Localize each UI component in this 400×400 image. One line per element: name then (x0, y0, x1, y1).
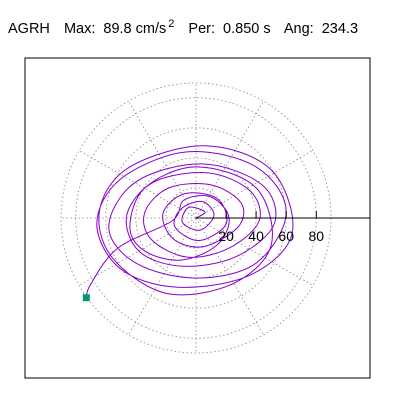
end-marker-group (82, 294, 90, 302)
period-label: Per: (188, 21, 215, 37)
max-value-number: 89.8 cm/s (103, 21, 167, 37)
radial-tick-label-80: 80 (309, 228, 325, 244)
grid-spoke-60 (195, 100, 264, 219)
radial-axis: 20 40 60 80 (196, 211, 370, 244)
grid-spoke-210 (78, 217, 197, 286)
grid-spoke-240 (128, 217, 197, 336)
period-value: 0.850 s (223, 21, 271, 37)
max-value: 89.8 cm/s 2 (103, 18, 175, 37)
chart-title: AGRH Max: 89.8 cm/s 2 Per: 0.850 s Ang: 2… (8, 18, 368, 37)
max-value-exponent: 2 (168, 18, 175, 30)
grid-spoke-150 (78, 150, 197, 219)
particle-motion-trace (85, 145, 294, 298)
radial-tick-label-20: 20 (218, 228, 234, 244)
angle-value: 234.3 (321, 21, 359, 37)
station-name: AGRH (8, 21, 50, 37)
radial-tick-label-40: 40 (248, 228, 264, 244)
grid-spoke-330 (195, 217, 314, 286)
max-label: Max: (63, 21, 96, 37)
end-marker (82, 294, 90, 302)
radial-tick-label-60: 60 (278, 228, 294, 244)
grid-spoke-300 (195, 217, 264, 336)
angle-label: Ang: (283, 21, 314, 37)
trace-path (85, 145, 294, 298)
grid-spoke-120 (128, 100, 197, 219)
grid-spoke-30 (195, 150, 314, 219)
